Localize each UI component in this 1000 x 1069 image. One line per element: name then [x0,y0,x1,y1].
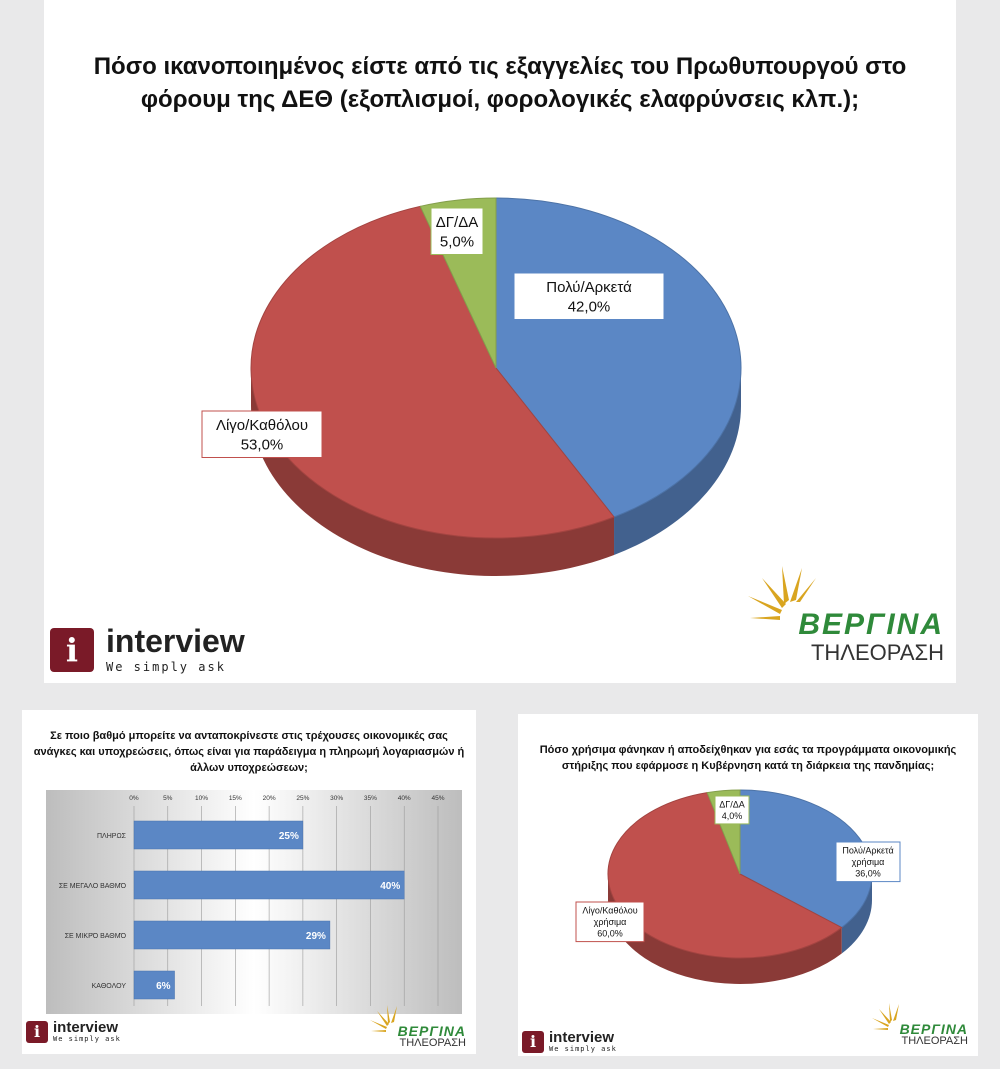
y-category-label: ΣΕ ΜΕΓΑΛΟ ΒΑΘΜΌ [59,883,127,890]
logo-word: interview [53,1019,119,1036]
label-box [575,901,645,943]
pie-slice-0 [739,789,873,929]
bar-chart: 0% 5% 10% 15% 20% 25% 30% 35% 40% 45% ΠΛΗΡΩΣ 25% ΣΕ … [46,790,462,1014]
vergina-tv: ΤΗΛΕΟΡΑΣΗ [901,1035,968,1047]
pie-data-label: ΔΓ/ΔΑ 4,0% [714,795,750,825]
logo-word: interview [549,1029,615,1046]
logo-tagline: We simply ask [549,1045,617,1053]
pie-chart-panel-support: Πόσο χρήσιμα φάνηκαν ή αποδείχθηκαν για … [518,714,978,1056]
bar-value-label: 25% [279,831,299,842]
label-box [835,841,901,883]
vergina-name: ΒΕΡΓΙΝΑ [798,608,944,641]
pie-slice-side [614,368,741,555]
label-text: χρήσιμα [594,917,627,927]
label-text: Πολύ/Αρκετά [546,279,632,296]
bar [133,820,304,850]
sun-icon [748,566,816,620]
vergina-tv: ΤΗΛΕΟΡΑΣΗ [810,640,944,665]
x-tick-label: 5% [163,795,173,802]
x-tick-label: 30% [330,795,343,802]
x-tick-label: 15% [229,795,242,802]
bar-value-label: 6% [156,981,171,992]
x-tick-label: 25% [296,795,309,802]
label-text: Πολύ/Αρκετά [842,845,893,855]
y-category-label: ΠΛΗΡΩΣ [97,833,127,840]
interview-logo: i interview We simply ask [50,625,245,674]
label-text: ΔΓ/ΔΑ [436,214,478,231]
pie-data-label: Πολύ/Αρκετά 42,0% [513,272,665,320]
vergina-name: ΒΕΡΓΙΝΑ [899,1021,968,1037]
bar-chart-panel-obligations: Σε ποιο βαθμό μπορείτε να ανταποκρίνεστε… [22,710,476,1054]
chart-title: Σε ποιο βαθμό μπορείτε να ανταποκρίνεστε… [33,730,465,774]
chart-title: Πόσο χρήσιμα φάνηκαν ή αποδείχθηκαν για … [539,744,957,772]
logo-tagline: We simply ask [53,1035,121,1043]
label-box [201,410,323,458]
pie-data-label: ΔΓ/ΔΑ 5,0% [430,207,484,255]
pie-data-label: Λίγο/Καθόλου χρήσιμα 60,0% [575,901,645,943]
pie-chart: Πολύ/Αρκετά 42,0% Λίγο/Καθόλου 53,0% ΔΓ/ΔΑ 5,… [201,197,742,576]
label-text: ΔΓ/ΔΑ [719,799,744,809]
sun-icon [872,1003,899,1030]
interview-logo: i interview We simply ask [26,1020,121,1043]
bar [133,870,405,900]
sun-icon [370,1005,397,1032]
interview-logo: i interview We simply ask [522,1030,617,1053]
bar [133,920,331,950]
pie-chart: Πολύ/Αρκετά χρήσιμα 36,0% Λίγο/Καθόλου χρήσι… [575,789,901,984]
label-box [513,272,665,320]
label-box [430,207,484,255]
pie-data-label: Λίγο/Καθόλου 53,0% [201,410,323,458]
vergina-logo: ΒΕΡΓΙΝΑ ΤΗΛΕΟΡΑΣΗ [868,1000,968,1047]
bar [133,970,175,1000]
label-box [714,795,750,825]
vergina-logo: ΒΕΡΓΙΝΑ ΤΗΛΕΟΡΑΣΗ [744,560,944,664]
bar-value-label: 29% [306,931,326,942]
vergina-tv: ΤΗΛΕΟΡΑΣΗ [399,1037,466,1049]
label-text: 53,0% [241,436,284,453]
info-icon: i [50,627,94,672]
label-text: Λίγο/Καθόλου [216,417,308,434]
y-category-label: ΚΑΘΟΛΟΥ [92,983,127,990]
x-tick-label: 0% [129,795,139,802]
info-icon: i [26,1020,48,1043]
pie-chart-panel-deth: Πόσο ικανοποιημένος είστε από τις εξαγγε… [44,0,956,683]
chart-title: Πόσο ικανοποιημένος είστε από τις εξαγγε… [93,53,907,113]
label-text: 4,0% [722,811,743,821]
x-tick-label: 45% [431,795,444,802]
pie-data-label: Πολύ/Αρκετά χρήσιμα 36,0% [835,841,901,883]
pie-slice-side [251,368,615,576]
logo-tagline: We simply ask [106,660,226,674]
x-tick-label: 35% [364,795,377,802]
logo-word: interview [106,623,245,659]
label-text: χρήσιμα [852,857,885,867]
pie-slice-side [608,874,842,984]
y-category-label: ΣΕ ΜΙΚΡΌ ΒΑΘΜΌ [65,933,127,940]
vergina-name: ΒΕΡΓΙΝΑ [397,1023,466,1039]
x-tick-label: 40% [398,795,411,802]
x-tick-label: 20% [263,795,276,802]
bar-value-label: 40% [380,881,400,892]
vergina-logo: ΒΕΡΓΙΝΑ ΤΗΛΕΟΡΑΣΗ [366,1002,466,1049]
label-text: 60,0% [597,929,623,939]
x-tick-label: 10% [195,795,208,802]
label-text: Λίγο/Καθόλου [582,905,637,915]
label-text: 36,0% [855,869,881,879]
label-text: 5,0% [440,233,474,250]
label-text: 42,0% [568,298,611,315]
info-icon: i [522,1030,544,1053]
